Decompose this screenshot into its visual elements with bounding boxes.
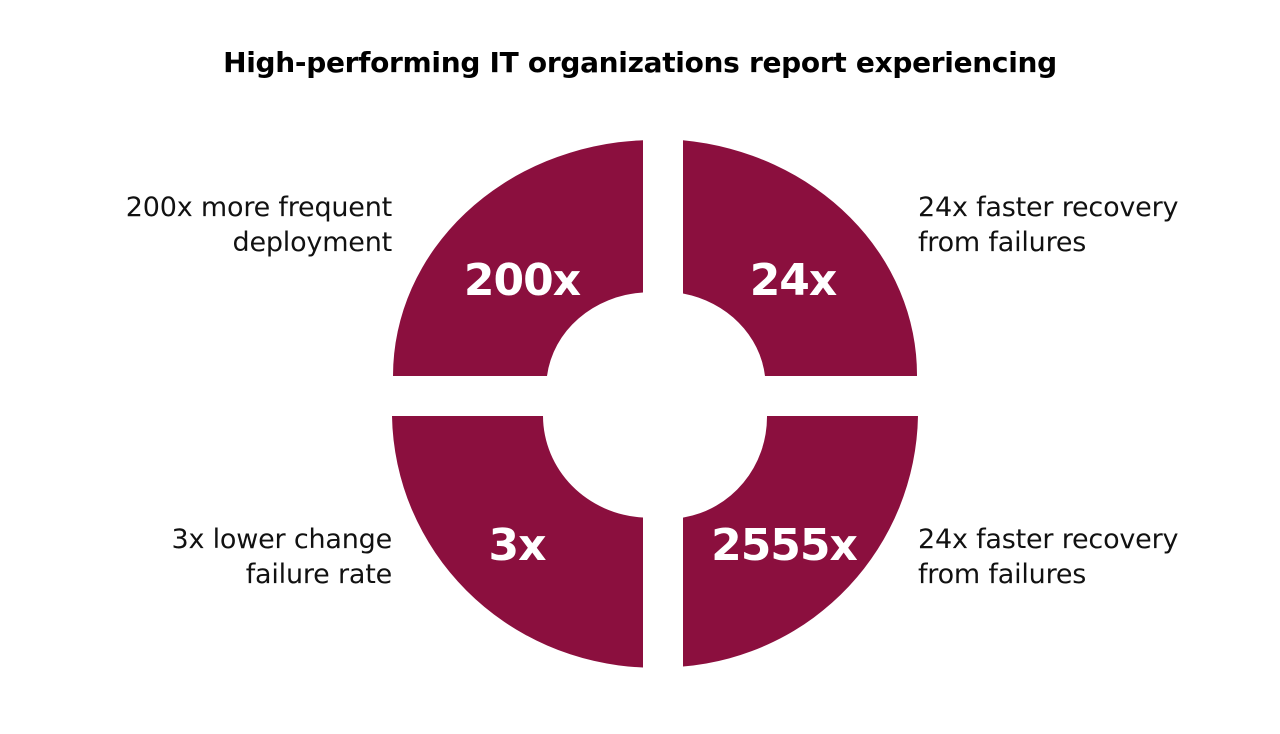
caption-bottom-left: 3x lower change failure rate — [62, 522, 392, 592]
quadrant-top-left-shape — [393, 140, 643, 376]
caption-top-left-line-1: 200x more frequent — [125, 192, 392, 223]
caption-bottom-right-line-1: 24x faster recovery — [918, 524, 1179, 555]
diagram-title: High-performing IT organizations report … — [223, 46, 1057, 79]
quadrant-top-right-value: 24x — [750, 255, 837, 306]
caption-top-right-line-1: 24x faster recovery — [918, 192, 1179, 223]
caption-bottom-right-line-2: from failures — [918, 559, 1087, 590]
quadrant-bottom-right-shape — [683, 416, 918, 667]
caption-top-right: 24x faster recovery from failures — [918, 190, 1248, 260]
quadrant-top-left-value: 200x — [464, 255, 581, 306]
quadrant-bottom-left-value: 3x — [489, 520, 547, 571]
caption-top-left-line-2: deployment — [232, 227, 393, 258]
caption-bottom-left-line-1: 3x lower change — [171, 524, 392, 555]
caption-top-left: 200x more frequent deployment — [62, 190, 392, 260]
quadrant-top-left: 200x — [393, 140, 643, 376]
quadrant-bottom-left: 3x — [392, 416, 643, 668]
quadrant-bottom-right: 2555x — [683, 416, 918, 667]
quadrant-bottom-right-value: 2555x — [711, 520, 857, 571]
quadrant-top-right-shape — [683, 140, 918, 376]
caption-top-right-line-2: from failures — [918, 227, 1087, 258]
caption-bottom-left-line-2: failure rate — [245, 559, 393, 590]
quadrant-bottom-left-shape — [392, 416, 643, 668]
caption-bottom-right: 24x faster recovery from failures — [918, 522, 1248, 592]
quadrant-top-right: 24x — [683, 140, 918, 376]
